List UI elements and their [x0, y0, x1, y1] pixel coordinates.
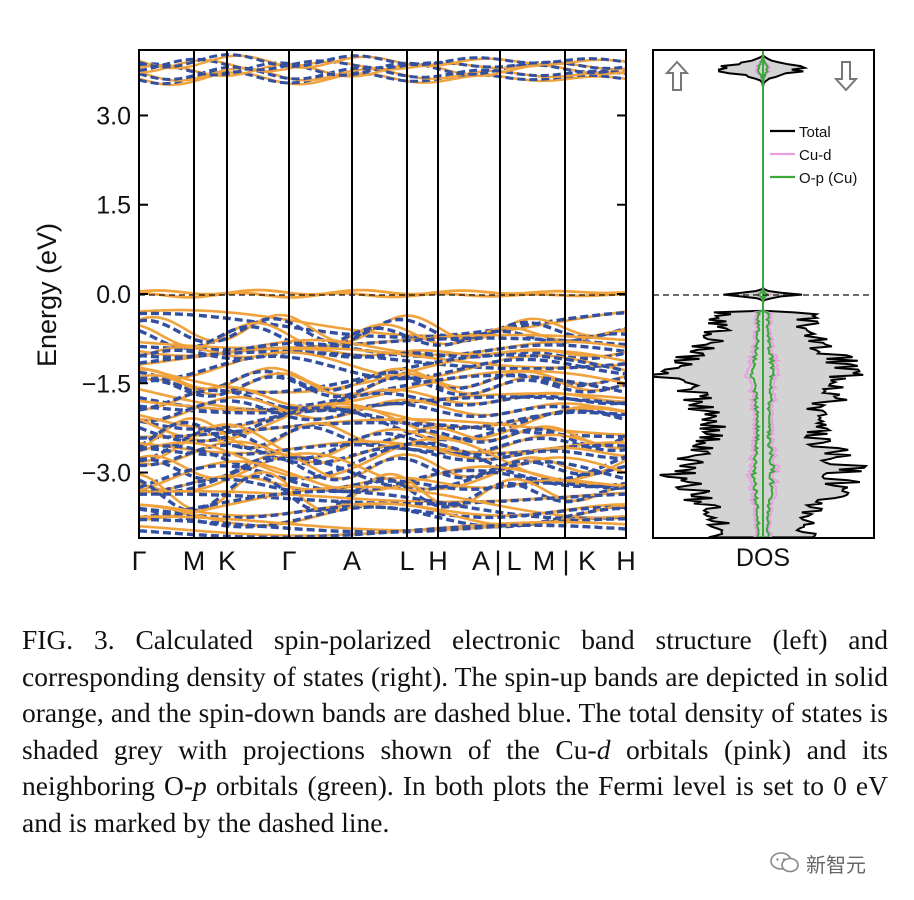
spin-down-band — [139, 375, 626, 399]
figure-3: 3.01.50.0−1.5−3.0 Energy (eV) Γ M K Γ A L H A | L… — [32, 49, 875, 576]
caption-italic-d: d — [596, 733, 611, 765]
y-tick-label: 1.5 — [96, 192, 131, 220]
k-path-labels: Γ M K Γ A L H A | L M | K H — [132, 546, 636, 576]
spin-down-band — [139, 316, 626, 345]
k-label: K — [218, 546, 236, 576]
y-tick-label: 0.0 — [96, 281, 131, 309]
legend-cu-d: Cu-d — [799, 147, 832, 164]
spin-up-band — [139, 395, 626, 422]
spin-down-band — [139, 311, 626, 339]
spin-down-upper-band — [139, 65, 626, 82]
y-tick-label: 3.0 — [96, 102, 131, 130]
spin-down-band — [139, 456, 626, 494]
spin-up-band — [139, 470, 626, 512]
spin-down-arrow-icon — [833, 61, 859, 92]
spin-up-band — [139, 423, 626, 463]
k-label: H — [428, 546, 448, 576]
spin-down-band — [139, 395, 626, 415]
caption-text-2: orbitals (pink) and its neighboring O- — [22, 733, 888, 802]
band-lines — [139, 53, 626, 538]
spin-up-band — [139, 440, 626, 466]
spin-down-band — [139, 474, 626, 513]
caption-text-3: orbitals (green). In both plots the Ferm… — [22, 770, 888, 838]
spin-down-band — [139, 388, 626, 412]
y-tick-label: −1.5 — [82, 370, 131, 398]
k-label: Γ — [132, 546, 147, 576]
spin-down-band — [139, 324, 626, 350]
k-label: A — [472, 546, 490, 576]
k-label: L — [506, 546, 521, 576]
k-label: Γ — [282, 546, 297, 576]
dos-axis-label: DOS — [736, 544, 790, 572]
spin-down-band — [139, 443, 626, 468]
spin-down-band — [139, 523, 626, 538]
k-label: M — [183, 546, 206, 576]
spin-up-band — [139, 460, 626, 493]
k-label: | — [562, 546, 569, 576]
spin-up-arrow-icon — [664, 60, 690, 91]
watermark: 新智元 — [770, 846, 898, 880]
legend-o-p: O-p (Cu) — [799, 170, 857, 187]
band-structure-panel: 3.01.50.0−1.5−3.0 Energy (eV) Γ M K Γ A L H A | L… — [32, 49, 636, 576]
watermark-text: 新智元 — [806, 852, 866, 877]
spin-down-upper-band — [139, 53, 626, 69]
y-axis-label: Energy (eV) — [32, 223, 62, 367]
dos-panel: Total Cu-d O-p (Cu) DOS — [652, 49, 875, 572]
spin-down-band — [139, 421, 626, 440]
caption-italic-p: p — [193, 770, 207, 801]
spin-up-band — [139, 490, 626, 504]
spin-down-band — [139, 477, 626, 495]
spin-down-band — [139, 354, 626, 383]
spin-down-band — [139, 336, 626, 352]
wechat-icon — [770, 852, 799, 873]
k-label: H — [616, 546, 636, 576]
spin-down-band — [139, 399, 626, 424]
k-label: K — [578, 546, 596, 576]
high-symmetry-lines — [193, 50, 566, 538]
spin-down-band — [139, 350, 626, 371]
k-label: A — [343, 546, 361, 576]
k-label: L — [399, 546, 414, 576]
legend-total: Total — [799, 124, 831, 141]
spin-up-band — [139, 418, 626, 439]
spin-up-band — [139, 369, 626, 412]
caption-label: FIG. 3. — [22, 624, 115, 655]
spin-down-band — [139, 348, 626, 361]
y-tick-label: −3.0 — [82, 460, 131, 488]
spin-down-band — [139, 427, 626, 463]
dos-legend: Total Cu-d O-p (Cu) — [770, 124, 857, 187]
dos-frame — [652, 49, 875, 539]
spin-down-band — [139, 421, 626, 450]
spin-down-band — [139, 489, 626, 521]
spin-down-upper-band — [139, 69, 626, 86]
caption-text-1: Calculated spin-polarized electronic ban… — [22, 624, 889, 765]
y-axis-ticks: 3.0 1.5 0.0 −1.5 −3.0 — [82, 102, 626, 488]
figure-caption: FIG. 3. Calculated spin-polarized electr… — [22, 622, 888, 841]
k-label: | — [494, 546, 501, 576]
k-label: M — [533, 546, 556, 576]
spin-up-band — [139, 346, 626, 369]
